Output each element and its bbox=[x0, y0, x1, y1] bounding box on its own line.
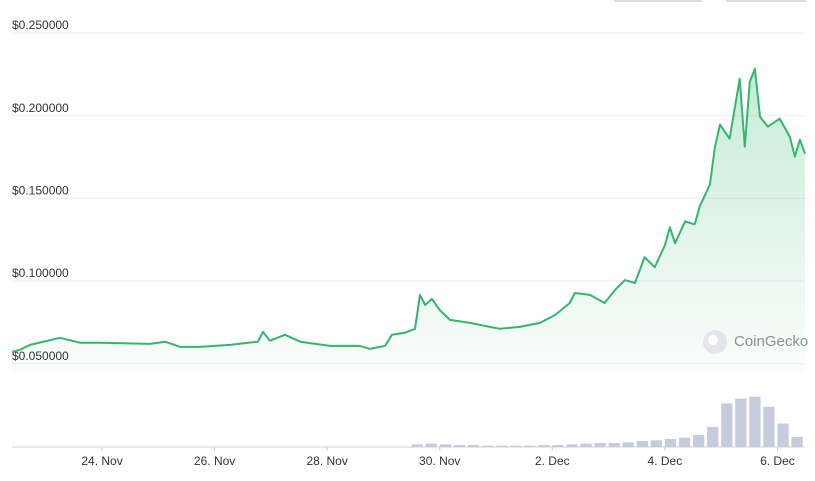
volume-bar bbox=[622, 442, 634, 447]
y-tick-label: $0.250000 bbox=[12, 18, 69, 32]
volume-bar bbox=[707, 426, 719, 447]
volume-bar bbox=[580, 443, 592, 447]
x-tick-label: 4. Dec bbox=[648, 454, 683, 468]
x-tick-label: 24. Nov bbox=[81, 454, 122, 468]
y-tick-label: $0.200000 bbox=[12, 101, 69, 115]
y-tick-label: $0.150000 bbox=[12, 184, 69, 198]
volume-bar bbox=[524, 445, 536, 447]
volume-bar bbox=[411, 444, 423, 447]
volume-bar bbox=[510, 445, 522, 447]
volume-bar bbox=[735, 398, 747, 447]
volume-bar bbox=[481, 445, 494, 447]
volume-bar bbox=[453, 444, 466, 447]
volume-bar bbox=[608, 442, 620, 447]
x-tick-label: 30. Nov bbox=[419, 454, 460, 468]
volume-bar bbox=[496, 445, 508, 447]
volume-bar bbox=[552, 444, 564, 447]
volume-bar bbox=[791, 436, 803, 447]
watermark: CoinGecko bbox=[703, 330, 808, 354]
y-tick-label: $0.100000 bbox=[12, 266, 69, 280]
x-tick-label: 28. Nov bbox=[306, 454, 347, 468]
x-tick-label: 2. Dec bbox=[535, 454, 570, 468]
toolbar-button[interactable] bbox=[614, 0, 702, 2]
volume-bar bbox=[650, 440, 663, 447]
volume-bar bbox=[777, 423, 789, 447]
volume-bar bbox=[566, 444, 578, 447]
volume-bar bbox=[693, 434, 705, 447]
volume-bar bbox=[763, 406, 775, 447]
volume-bar bbox=[749, 396, 761, 447]
volume-bar bbox=[425, 443, 437, 447]
volume-bar bbox=[594, 442, 606, 447]
watermark-text: CoinGecko bbox=[734, 333, 808, 350]
volume-bar bbox=[721, 403, 733, 447]
volume-bar bbox=[467, 444, 480, 447]
volume-bar bbox=[439, 444, 451, 447]
area bbox=[12, 68, 805, 373]
volume-bar bbox=[664, 438, 677, 447]
y-tick-label: $0.050000 bbox=[12, 349, 69, 363]
price-line bbox=[11, 67, 806, 353]
x-tick-label: 26. Nov bbox=[194, 454, 235, 468]
x-tick-label: 6. Dec bbox=[760, 454, 795, 468]
toolbar-button[interactable] bbox=[726, 0, 806, 2]
volume-bar bbox=[678, 437, 691, 447]
volume-bar bbox=[538, 444, 550, 447]
volume-bar bbox=[636, 440, 648, 447]
